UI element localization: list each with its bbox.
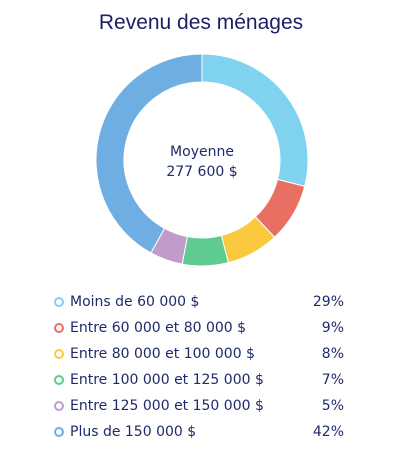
chart-title: Revenu des ménages (98, 11, 304, 34)
donut-chart: Moyenne 277 600 $ (96, 54, 308, 266)
legend-label: Entre 80 000 et 100 000 $ (70, 346, 255, 362)
legend-item: Entre 80 000 et 100 000 $ 8% (52, 344, 348, 370)
legend-label: Entre 100 000 et 125 000 $ (70, 372, 264, 388)
donut-slice-6 (96, 54, 203, 254)
legend-item: Entre 100 000 et 125 000 $ 7% (52, 370, 348, 396)
average-value: 277 600 $ (166, 164, 238, 180)
legend-item: Plus de 150 000 $ 42% (52, 422, 348, 448)
legend-marker-icon (54, 427, 64, 437)
legend-value: 7% (321, 372, 344, 388)
legend-marker-icon (54, 349, 64, 359)
legend-label: Moins de 60 000 $ (70, 294, 200, 310)
legend-value: 29% (312, 294, 344, 310)
legend-value: 5% (321, 398, 344, 414)
legend-marker-icon (54, 375, 64, 385)
legend-value: 8% (321, 346, 344, 362)
legend-label: Entre 125 000 et 150 000 $ (70, 398, 264, 414)
chart-center-label: Moyenne 277 600 $ (96, 142, 308, 182)
legend-marker-icon (54, 323, 64, 333)
donut-svg (96, 54, 308, 266)
legend-marker-icon (54, 297, 64, 307)
legend-item: Entre 125 000 et 150 000 $ 5% (52, 396, 348, 422)
legend-item: Moins de 60 000 $ 29% (52, 292, 348, 318)
legend-label: Entre 60 000 et 80 000 $ (70, 320, 247, 336)
legend-label: Plus de 150 000 $ (70, 424, 197, 440)
donut-slice-4 (181, 234, 229, 266)
legend-value: 9% (321, 320, 344, 336)
chart-legend: Moins de 60 000 $ 29% Entre 60 000 et 80 0… (52, 292, 348, 448)
legend-item: Entre 60 000 et 80 000 $ 9% (52, 318, 348, 344)
legend-value: 42% (312, 424, 344, 440)
legend-marker-icon (54, 401, 64, 411)
average-label: Moyenne (170, 144, 234, 160)
